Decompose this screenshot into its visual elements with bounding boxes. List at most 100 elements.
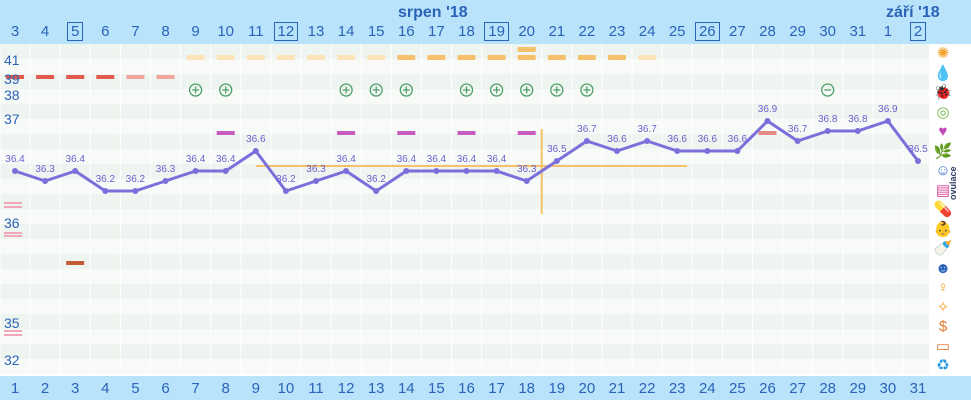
side-mark: [4, 235, 22, 237]
ovulation-test-positive: [399, 83, 413, 97]
temperature-label: 36.3: [306, 164, 326, 175]
heart-icon[interactable]: ♥: [938, 123, 948, 140]
cycle-day-18[interactable]: 18: [518, 380, 536, 397]
cycle-day-20[interactable]: 20: [578, 380, 596, 397]
date-12[interactable]: 12: [271, 22, 301, 42]
cycle-day-21[interactable]: 21: [608, 380, 626, 397]
temperature-chart[interactable]: 36.4 36.3 36.4 36.2 36.2 36.3 36.4 36.4 36.6 36.2…: [0, 44, 929, 376]
temperature-label: 36.3: [35, 164, 55, 175]
date-16[interactable]: 16: [391, 22, 421, 42]
axis-tick-35: 35: [4, 315, 20, 331]
cycle-day-11[interactable]: 11: [308, 380, 324, 397]
cycle-day-14[interactable]: 14: [397, 380, 415, 397]
date-2[interactable]: 2: [903, 22, 933, 42]
date-label: 4: [40, 23, 50, 40]
date-9[interactable]: 9: [181, 22, 211, 42]
date-14[interactable]: 14: [331, 22, 361, 42]
sun-icon[interactable]: ✺: [936, 45, 950, 62]
date-26[interactable]: 26: [692, 22, 722, 42]
date-21[interactable]: 21: [542, 22, 572, 42]
date-22[interactable]: 22: [572, 22, 602, 42]
date-25[interactable]: 25: [662, 22, 692, 42]
smiley-icon[interactable]: ☺: [935, 162, 951, 179]
period-mark: [6, 75, 24, 79]
date-8[interactable]: 8: [151, 22, 181, 42]
date-23[interactable]: 23: [602, 22, 632, 42]
date-28[interactable]: 28: [753, 22, 783, 42]
cycle-day-19[interactable]: 19: [548, 380, 566, 397]
drop-icon[interactable]: 💧: [933, 64, 953, 82]
cycle-day-24[interactable]: 24: [698, 380, 716, 397]
date-31[interactable]: 31: [843, 22, 873, 42]
cycle-day-3[interactable]: 3: [71, 380, 80, 397]
date-5[interactable]: 5: [60, 22, 90, 42]
date-20[interactable]: 20: [512, 22, 542, 42]
bottle-icon[interactable]: 🍼: [933, 240, 953, 257]
date-1[interactable]: 1: [873, 22, 903, 42]
cycle-day-25[interactable]: 25: [729, 380, 746, 397]
date-label: 29: [789, 23, 806, 40]
monitor-icon[interactable]: ▭: [935, 337, 951, 355]
cycle-day-4[interactable]: 4: [101, 380, 110, 397]
date-15[interactable]: 15: [361, 22, 391, 42]
cycle-day-15[interactable]: 15: [428, 380, 445, 397]
cycle-day-22[interactable]: 22: [638, 380, 656, 397]
date-24[interactable]: 24: [632, 22, 662, 42]
date-29[interactable]: 29: [783, 22, 813, 42]
cycle-day-9[interactable]: 9: [251, 380, 260, 397]
cycle-day-12[interactable]: 12: [337, 380, 355, 397]
date-11[interactable]: 11: [241, 22, 271, 42]
date-3[interactable]: 3: [0, 22, 30, 42]
bug-icon[interactable]: 🐞: [933, 84, 953, 101]
cycle-day-1[interactable]: 1: [10, 380, 20, 397]
sparkle-icon[interactable]: ✧: [936, 298, 950, 316]
side-mark: [4, 206, 22, 208]
date-label: 13: [307, 23, 325, 40]
cycle-day-30[interactable]: 30: [879, 380, 897, 397]
date-7[interactable]: 7: [120, 22, 150, 42]
cycle-day-8[interactable]: 8: [221, 380, 230, 397]
temperature-point: [493, 168, 500, 174]
temperature-point: [704, 148, 711, 154]
cycle-day-13[interactable]: 13: [367, 380, 385, 397]
date-17[interactable]: 17: [421, 22, 451, 42]
side-mark: [4, 330, 22, 332]
temperature-label: 36.6: [698, 134, 718, 145]
grid-row: [0, 74, 929, 89]
cervix-icon[interactable]: ◎: [936, 103, 950, 121]
mucus-mark: [276, 55, 295, 60]
period-mark: [66, 75, 85, 79]
cycle-icon[interactable]: ♻: [936, 357, 950, 374]
cycle-day-28[interactable]: 28: [819, 380, 837, 397]
figure-icon[interactable]: ♀: [937, 279, 949, 296]
date-18[interactable]: 18: [452, 22, 482, 42]
date-10[interactable]: 10: [211, 22, 241, 42]
leaf-icon[interactable]: 🌿: [933, 142, 953, 160]
cycle-day-26[interactable]: 26: [759, 380, 776, 397]
money-icon[interactable]: $: [938, 318, 948, 335]
cycle-day-16[interactable]: 16: [458, 380, 475, 397]
cycle-day-17[interactable]: 17: [488, 380, 505, 397]
date-6[interactable]: 6: [90, 22, 120, 42]
cycle-day-6[interactable]: 6: [161, 380, 170, 397]
cycle-day-10[interactable]: 10: [277, 380, 295, 397]
cycle-day-23[interactable]: 23: [668, 380, 686, 397]
cycle-day-31[interactable]: 31: [909, 380, 927, 397]
face-icon[interactable]: ☻: [935, 259, 951, 277]
date-4[interactable]: 4: [30, 22, 60, 42]
temperature-point: [72, 168, 79, 174]
date-13[interactable]: 13: [301, 22, 331, 42]
cycle-day-7[interactable]: 7: [191, 380, 200, 397]
cycle-day-29[interactable]: 29: [849, 380, 867, 397]
date-27[interactable]: 27: [722, 22, 752, 42]
date-label: 31: [849, 23, 867, 40]
date-19[interactable]: 19: [482, 22, 512, 42]
cycle-day-27[interactable]: 27: [789, 380, 806, 397]
cycle-day-2[interactable]: 2: [40, 380, 50, 397]
pill-icon[interactable]: 💊: [933, 201, 953, 218]
date-30[interactable]: 30: [813, 22, 843, 42]
cycle-day-5[interactable]: 5: [131, 380, 140, 397]
document-icon[interactable]: ▤: [935, 181, 951, 199]
baby-icon[interactable]: 👶: [933, 220, 953, 238]
grid-row: [0, 89, 929, 104]
